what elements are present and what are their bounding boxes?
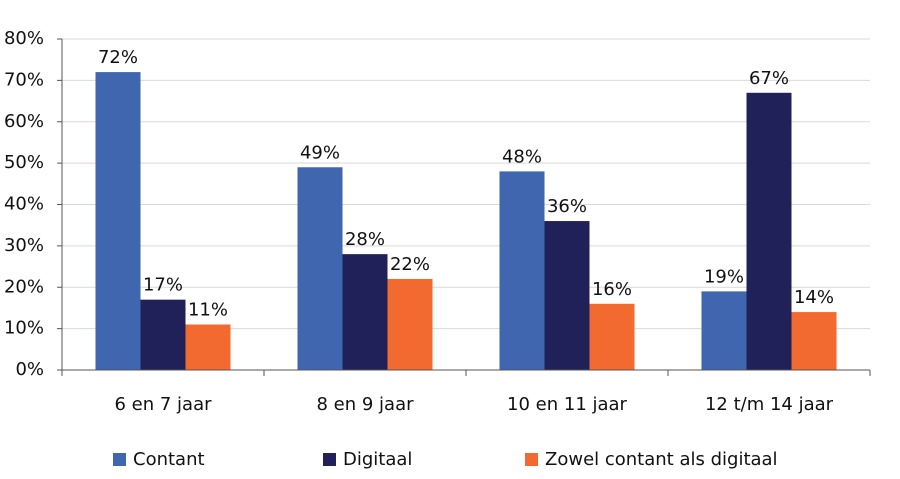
legend-label: Digitaal [343,449,412,470]
data-label: 36% [547,196,587,217]
bar [95,72,141,370]
y-tick-label: 10% [4,318,44,339]
x-tick-label: 8 en 9 jaar [316,394,414,415]
bar [544,221,590,370]
y-tick-label: 50% [4,152,44,173]
data-label: 16% [592,279,632,300]
data-label: 48% [502,146,542,167]
data-label: 72% [98,47,138,68]
x-tick-label: 12 t/m 14 jaar [705,394,834,415]
y-tick-label: 0% [15,359,44,380]
x-tick-label: 6 en 7 jaar [114,394,212,415]
x-tick-label: 10 en 11 jaar [507,394,628,415]
bar [140,299,186,370]
y-tick-label: 60% [4,111,44,132]
bar [297,167,343,370]
y-tick-label: 40% [4,194,44,215]
bar [499,171,545,370]
legend-label: Zowel contant als digitaal [545,449,778,470]
data-label: 49% [300,142,340,163]
bar [342,254,388,370]
data-label: 67% [749,68,789,89]
data-label: 17% [143,275,183,296]
data-label: 19% [704,266,744,287]
y-tick-label: 20% [4,276,44,297]
legend-swatch [525,453,538,466]
y-tick-label: 70% [4,69,44,90]
data-label: 22% [390,254,430,275]
legend-label: Contant [133,449,205,470]
legend-swatch [113,453,126,466]
data-label: 14% [794,287,834,308]
bar [185,324,231,370]
y-tick-label: 80% [4,28,44,49]
data-label: 28% [345,229,385,250]
data-label: 11% [188,299,228,320]
bar [791,312,837,370]
bar [589,303,635,370]
bar [746,92,792,370]
bar [701,291,747,370]
y-tick-label: 30% [4,235,44,256]
legend-swatch [323,453,336,466]
bar [387,278,433,370]
